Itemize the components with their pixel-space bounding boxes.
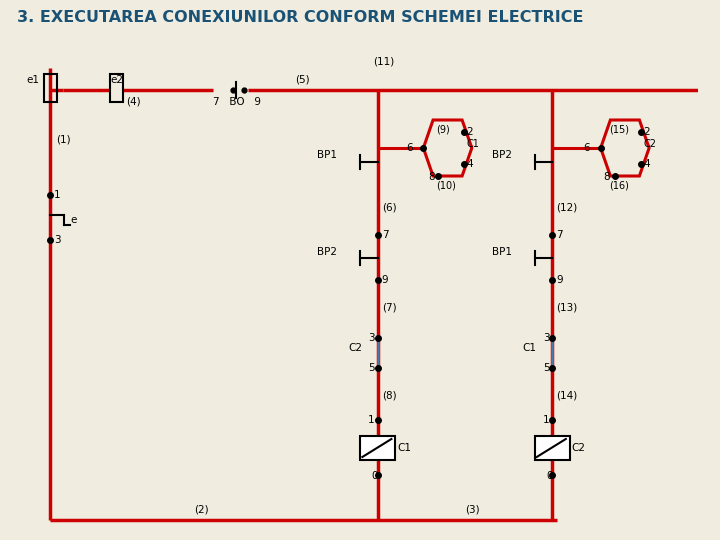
Text: BP1: BP1 <box>317 150 337 160</box>
Text: 3: 3 <box>369 333 375 343</box>
Text: 3. EXECUTAREA CONEXIUNILOR CONFORM SCHEMEI ELECTRICE: 3. EXECUTAREA CONEXIUNILOR CONFORM SCHEM… <box>17 10 584 25</box>
Text: BP2: BP2 <box>317 247 337 257</box>
Text: 4: 4 <box>466 159 472 169</box>
Text: (4): (4) <box>126 97 140 107</box>
Text: (9): (9) <box>436 125 450 135</box>
Text: C2: C2 <box>643 139 657 149</box>
Bar <box>535 436 570 460</box>
Text: (16): (16) <box>609 180 629 190</box>
Text: 0: 0 <box>372 471 378 481</box>
Text: e1: e1 <box>26 75 39 85</box>
Text: (6): (6) <box>382 202 396 212</box>
Text: 5: 5 <box>369 363 375 373</box>
Text: (3): (3) <box>465 505 480 515</box>
Text: 0: 0 <box>546 471 552 481</box>
Text: (13): (13) <box>556 303 577 313</box>
Text: e2: e2 <box>110 75 123 85</box>
Text: (5): (5) <box>295 75 310 85</box>
Text: (7): (7) <box>382 303 396 313</box>
Text: C1: C1 <box>466 139 479 149</box>
Text: (12): (12) <box>556 202 577 212</box>
Text: 2: 2 <box>643 127 650 137</box>
Text: 6: 6 <box>406 143 413 153</box>
Text: C1: C1 <box>397 443 411 453</box>
Text: BP2: BP2 <box>492 150 511 160</box>
Text: (11): (11) <box>373 57 395 67</box>
Text: 3: 3 <box>543 333 549 343</box>
Text: 9: 9 <box>382 275 388 285</box>
Text: 7   BO   9: 7 BO 9 <box>213 97 261 107</box>
Text: (14): (14) <box>556 390 577 400</box>
Text: 4: 4 <box>643 159 650 169</box>
Text: C2: C2 <box>348 343 362 353</box>
Text: 8: 8 <box>603 172 610 182</box>
Text: (10): (10) <box>436 180 456 190</box>
Text: 6: 6 <box>583 143 590 153</box>
Bar <box>44 74 57 102</box>
Text: (2): (2) <box>194 505 208 515</box>
Text: 5: 5 <box>543 363 549 373</box>
Text: 9: 9 <box>556 275 563 285</box>
Text: C1: C1 <box>523 343 536 353</box>
Text: (15): (15) <box>609 125 629 135</box>
Text: 7: 7 <box>382 230 388 240</box>
Text: BP1: BP1 <box>492 247 511 257</box>
Text: 1: 1 <box>369 415 375 425</box>
Text: 1: 1 <box>543 415 549 425</box>
Text: 8: 8 <box>428 172 435 182</box>
Text: e: e <box>71 215 77 225</box>
Text: 7: 7 <box>556 230 563 240</box>
Text: 2: 2 <box>466 127 472 137</box>
Bar <box>110 74 122 102</box>
Bar <box>361 436 395 460</box>
Text: 3: 3 <box>54 235 61 245</box>
Text: (1): (1) <box>56 135 71 145</box>
Text: (8): (8) <box>382 390 396 400</box>
Text: 1: 1 <box>54 190 61 200</box>
Text: C2: C2 <box>572 443 585 453</box>
